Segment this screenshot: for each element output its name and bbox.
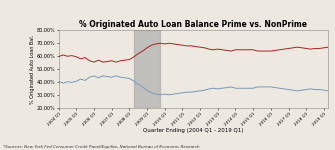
Title: % Originated Auto Loan Balance Prime vs. NonPrime: % Originated Auto Loan Balance Prime vs.… [79, 20, 308, 29]
Y-axis label: % Originated Auto Loan Bal.: % Originated Auto Loan Bal. [30, 34, 35, 104]
Bar [134, 30, 160, 108]
X-axis label: Quarter Ending (2004 Q1 - 2019 Q1): Quarter Ending (2004 Q1 - 2019 Q1) [143, 128, 244, 133]
Text: *Sources: New York Fed Consumer Credit Panel/Equifax, National Bureau of Economi: *Sources: New York Fed Consumer Credit P… [3, 145, 200, 149]
